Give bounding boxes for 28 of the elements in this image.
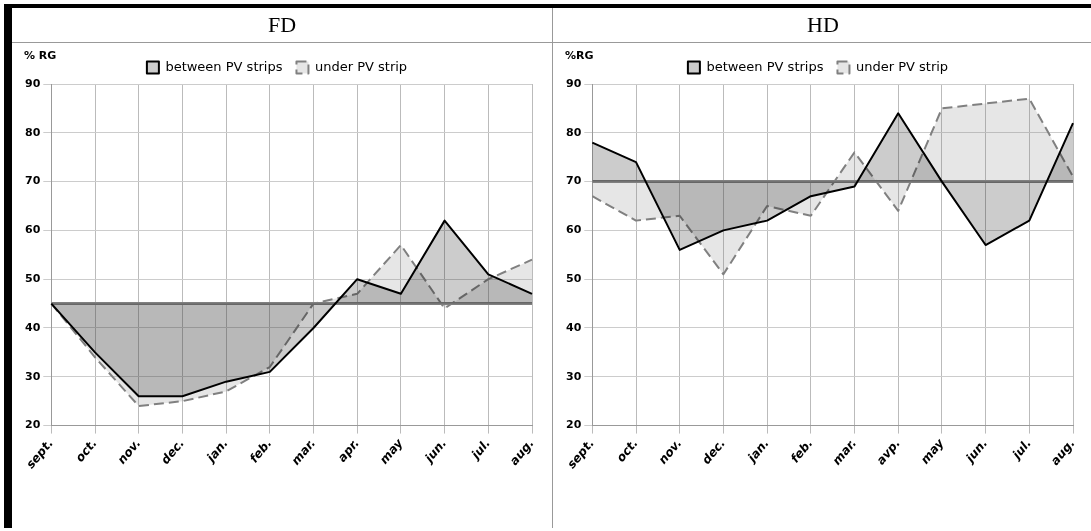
x-tick-label: feb. (246, 436, 275, 466)
y-tick-label: 70 (566, 174, 582, 188)
y-tick-label: 80 (25, 125, 41, 139)
y-tick-label: 30 (566, 369, 582, 383)
y-tick-label: 70 (25, 174, 41, 188)
legend-label: between PV strips (165, 58, 283, 74)
chart-title: FD (12, 8, 552, 43)
y-tick-label: 90 (566, 76, 582, 90)
x-tick-label: feb. (787, 436, 816, 466)
y-tick-label: 50 (25, 272, 41, 286)
x-tick-label: oct. (613, 436, 641, 465)
y-tick-label: 60 (566, 223, 582, 237)
y-tick-label: 90 (25, 76, 41, 90)
y-tick-label: 60 (25, 223, 41, 237)
legend-label: under PV strip (855, 58, 949, 74)
y-axis-title: % RG (24, 49, 57, 63)
y-tick-label: 40 (25, 320, 41, 334)
y-tick-label: 80 (566, 125, 582, 139)
legend-label: between PV strips (706, 58, 824, 74)
y-tick-label: 20 (566, 418, 582, 432)
y-tick-label: 20 (25, 418, 41, 432)
y-axis-title: %RG (565, 49, 594, 63)
y-tick-label: 50 (566, 272, 582, 286)
y-tick-label: 40 (566, 320, 582, 334)
y-tick-label: 30 (25, 369, 41, 383)
chart-title: HD (553, 8, 1091, 43)
legend-label: under PV strip (314, 58, 408, 74)
x-tick-label: oct. (72, 436, 100, 465)
